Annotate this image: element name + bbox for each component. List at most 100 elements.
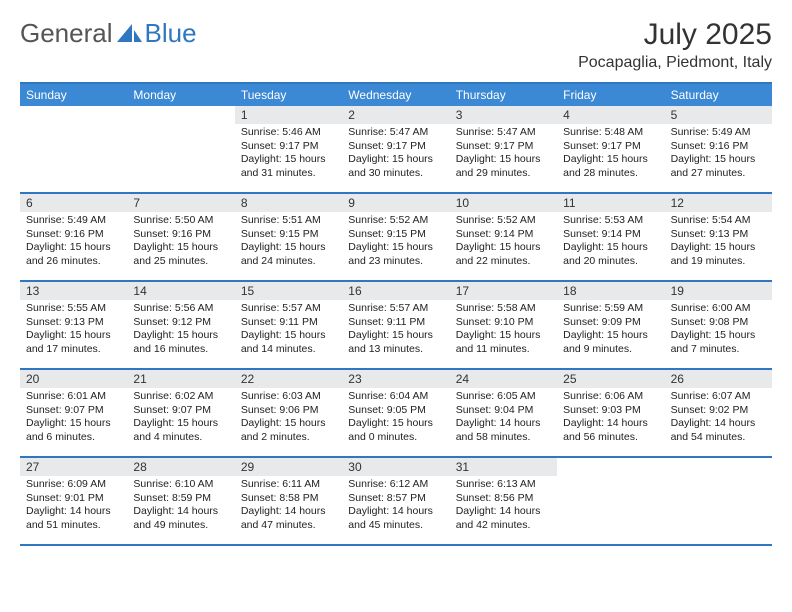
cell-body: Sunrise: 5:57 AMSunset: 9:11 PMDaylight:… (235, 300, 342, 361)
daylight-line: Daylight: 15 hours and 28 minutes. (563, 153, 658, 180)
sunrise-line: Sunrise: 6:07 AM (671, 390, 766, 404)
calendar-cell: 22Sunrise: 6:03 AMSunset: 9:06 PMDayligh… (235, 370, 342, 456)
sunrise-line: Sunrise: 5:59 AM (563, 302, 658, 316)
cell-body (20, 110, 127, 116)
day-number: 29 (235, 458, 342, 476)
daylight-line: Daylight: 15 hours and 9 minutes. (563, 329, 658, 356)
cell-body: Sunrise: 5:48 AMSunset: 9:17 PMDaylight:… (557, 124, 664, 185)
sunrise-line: Sunrise: 5:53 AM (563, 214, 658, 228)
week-row: 13Sunrise: 5:55 AMSunset: 9:13 PMDayligh… (20, 282, 772, 370)
day-headers-row: SundayMondayTuesdayWednesdayThursdayFrid… (20, 84, 772, 106)
sunset-line: Sunset: 9:07 PM (133, 404, 228, 418)
calendar-cell: 3Sunrise: 5:47 AMSunset: 9:17 PMDaylight… (450, 106, 557, 192)
calendar-cell: 26Sunrise: 6:07 AMSunset: 9:02 PMDayligh… (665, 370, 772, 456)
day-number: 1 (235, 106, 342, 124)
day-number: 24 (450, 370, 557, 388)
calendar-cell (557, 458, 664, 544)
day-number: 28 (127, 458, 234, 476)
calendar-cell: 9Sunrise: 5:52 AMSunset: 9:15 PMDaylight… (342, 194, 449, 280)
daylight-line: Daylight: 15 hours and 6 minutes. (26, 417, 121, 444)
daylight-line: Daylight: 15 hours and 24 minutes. (241, 241, 336, 268)
cell-body: Sunrise: 5:50 AMSunset: 9:16 PMDaylight:… (127, 212, 234, 273)
daylight-line: Daylight: 14 hours and 54 minutes. (671, 417, 766, 444)
calendar-cell: 21Sunrise: 6:02 AMSunset: 9:07 PMDayligh… (127, 370, 234, 456)
daylight-line: Daylight: 15 hours and 23 minutes. (348, 241, 443, 268)
day-header: Thursday (450, 84, 557, 106)
sunrise-line: Sunrise: 5:49 AM (26, 214, 121, 228)
calendar-cell: 13Sunrise: 5:55 AMSunset: 9:13 PMDayligh… (20, 282, 127, 368)
day-number: 16 (342, 282, 449, 300)
sunrise-line: Sunrise: 6:09 AM (26, 478, 121, 492)
calendar-cell: 1Sunrise: 5:46 AMSunset: 9:17 PMDaylight… (235, 106, 342, 192)
sunset-line: Sunset: 9:13 PM (671, 228, 766, 242)
sunrise-line: Sunrise: 6:10 AM (133, 478, 228, 492)
brand-logo: General Blue (20, 18, 197, 49)
calendar-cell: 16Sunrise: 5:57 AMSunset: 9:11 PMDayligh… (342, 282, 449, 368)
calendar-cell: 7Sunrise: 5:50 AMSunset: 9:16 PMDaylight… (127, 194, 234, 280)
calendar-cell: 14Sunrise: 5:56 AMSunset: 9:12 PMDayligh… (127, 282, 234, 368)
sunrise-line: Sunrise: 5:57 AM (241, 302, 336, 316)
cell-body: Sunrise: 6:12 AMSunset: 8:57 PMDaylight:… (342, 476, 449, 537)
daylight-line: Daylight: 15 hours and 13 minutes. (348, 329, 443, 356)
calendar-cell: 29Sunrise: 6:11 AMSunset: 8:58 PMDayligh… (235, 458, 342, 544)
cell-body: Sunrise: 6:09 AMSunset: 9:01 PMDaylight:… (20, 476, 127, 537)
sunset-line: Sunset: 9:16 PM (671, 140, 766, 154)
sunset-line: Sunset: 9:12 PM (133, 316, 228, 330)
sunset-line: Sunset: 9:17 PM (563, 140, 658, 154)
sunrise-line: Sunrise: 6:06 AM (563, 390, 658, 404)
cell-body: Sunrise: 6:01 AMSunset: 9:07 PMDaylight:… (20, 388, 127, 449)
calendar-cell: 15Sunrise: 5:57 AMSunset: 9:11 PMDayligh… (235, 282, 342, 368)
daylight-line: Daylight: 15 hours and 11 minutes. (456, 329, 551, 356)
cell-body: Sunrise: 6:02 AMSunset: 9:07 PMDaylight:… (127, 388, 234, 449)
sunrise-line: Sunrise: 6:00 AM (671, 302, 766, 316)
daylight-line: Daylight: 14 hours and 51 minutes. (26, 505, 121, 532)
sunset-line: Sunset: 9:11 PM (348, 316, 443, 330)
cell-body: Sunrise: 6:00 AMSunset: 9:08 PMDaylight:… (665, 300, 772, 361)
daylight-line: Daylight: 15 hours and 14 minutes. (241, 329, 336, 356)
calendar-cell: 27Sunrise: 6:09 AMSunset: 9:01 PMDayligh… (20, 458, 127, 544)
cell-body (557, 462, 664, 468)
cell-body: Sunrise: 5:51 AMSunset: 9:15 PMDaylight:… (235, 212, 342, 273)
day-number: 20 (20, 370, 127, 388)
calendar-cell: 31Sunrise: 6:13 AMSunset: 8:56 PMDayligh… (450, 458, 557, 544)
daylight-line: Daylight: 14 hours and 42 minutes. (456, 505, 551, 532)
day-number: 18 (557, 282, 664, 300)
sunset-line: Sunset: 9:04 PM (456, 404, 551, 418)
day-number: 11 (557, 194, 664, 212)
month-title: July 2025 (578, 18, 772, 52)
cell-body: Sunrise: 5:58 AMSunset: 9:10 PMDaylight:… (450, 300, 557, 361)
cell-body: Sunrise: 5:56 AMSunset: 9:12 PMDaylight:… (127, 300, 234, 361)
calendar-cell: 18 Sunrise: 5:59 AMSunset: 9:09 PMDayligh… (557, 282, 664, 368)
cell-body: Sunrise: 6:07 AMSunset: 9:02 PMDaylight:… (665, 388, 772, 449)
day-header: Tuesday (235, 84, 342, 106)
sunset-line: Sunset: 9:15 PM (241, 228, 336, 242)
sunrise-line: Sunrise: 5:52 AM (348, 214, 443, 228)
cell-body (665, 462, 772, 468)
sunset-line: Sunset: 9:09 PM (563, 316, 658, 330)
cell-body (127, 110, 234, 116)
calendar: SundayMondayTuesdayWednesdayThursdayFrid… (20, 82, 772, 546)
daylight-line: Daylight: 15 hours and 29 minutes. (456, 153, 551, 180)
sunrise-line: Sunrise: 5:47 AM (456, 126, 551, 140)
calendar-cell: 4Sunrise: 5:48 AMSunset: 9:17 PMDaylight… (557, 106, 664, 192)
sunrise-line: Sunrise: 6:05 AM (456, 390, 551, 404)
day-number: 5 (665, 106, 772, 124)
sunrise-line: Sunrise: 5:55 AM (26, 302, 121, 316)
sunrise-line: Sunrise: 6:01 AM (26, 390, 121, 404)
brand-sail-icon (117, 24, 143, 44)
day-number: 26 (665, 370, 772, 388)
day-number: 4 (557, 106, 664, 124)
cell-body: Sunrise: 6:06 AMSunset: 9:03 PMDaylight:… (557, 388, 664, 449)
sunrise-line: Sunrise: 5:46 AM (241, 126, 336, 140)
cell-body: Sunrise: 5:54 AMSunset: 9:13 PMDaylight:… (665, 212, 772, 273)
sunrise-line: Sunrise: 6:04 AM (348, 390, 443, 404)
daylight-line: Daylight: 15 hours and 25 minutes. (133, 241, 228, 268)
day-header: Sunday (20, 84, 127, 106)
day-header: Saturday (665, 84, 772, 106)
daylight-line: Daylight: 15 hours and 22 minutes. (456, 241, 551, 268)
daylight-line: Daylight: 15 hours and 7 minutes. (671, 329, 766, 356)
week-row: 1Sunrise: 5:46 AMSunset: 9:17 PMDaylight… (20, 106, 772, 194)
day-number: 25 (557, 370, 664, 388)
day-number: 2 (342, 106, 449, 124)
daylight-line: Daylight: 14 hours and 47 minutes. (241, 505, 336, 532)
